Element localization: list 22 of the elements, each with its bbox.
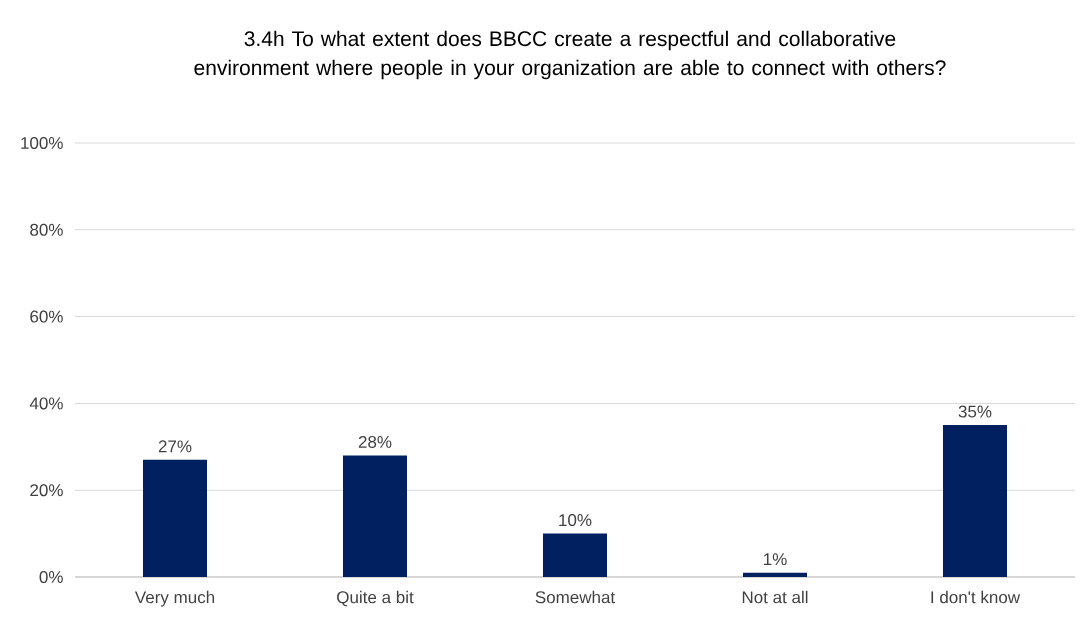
bar [543,533,607,577]
bar [743,572,807,577]
y-tick-label: 80% [30,223,63,236]
y-tick-label: 20% [30,484,63,497]
data-label: 10% [559,514,592,527]
chart-title: 3.4h To what extent does BBCC create a respectful and collaborative environment where people in your organization are able to connect with others? [194,30,946,80]
data-label: 27% [158,440,192,453]
y-tick-label: 100% [21,136,63,150]
x-tick-label: Not at all [742,590,808,604]
x-tick-label: Somewhat [535,590,616,604]
bar [343,455,407,577]
data-label: 35% [958,405,992,418]
y-tick-label: 0% [39,570,63,584]
x-tick-label: I don't know [931,590,1021,604]
x-tick-label: Very much [134,590,215,607]
x-tick-label: Quite a bit [337,590,414,607]
y-tick-label: 40% [29,397,63,410]
y-tick-label: 60% [30,310,63,323]
data-label: 28% [358,435,392,448]
data-label: 1% [764,553,787,566]
bar [943,425,1007,577]
bar [143,459,207,577]
